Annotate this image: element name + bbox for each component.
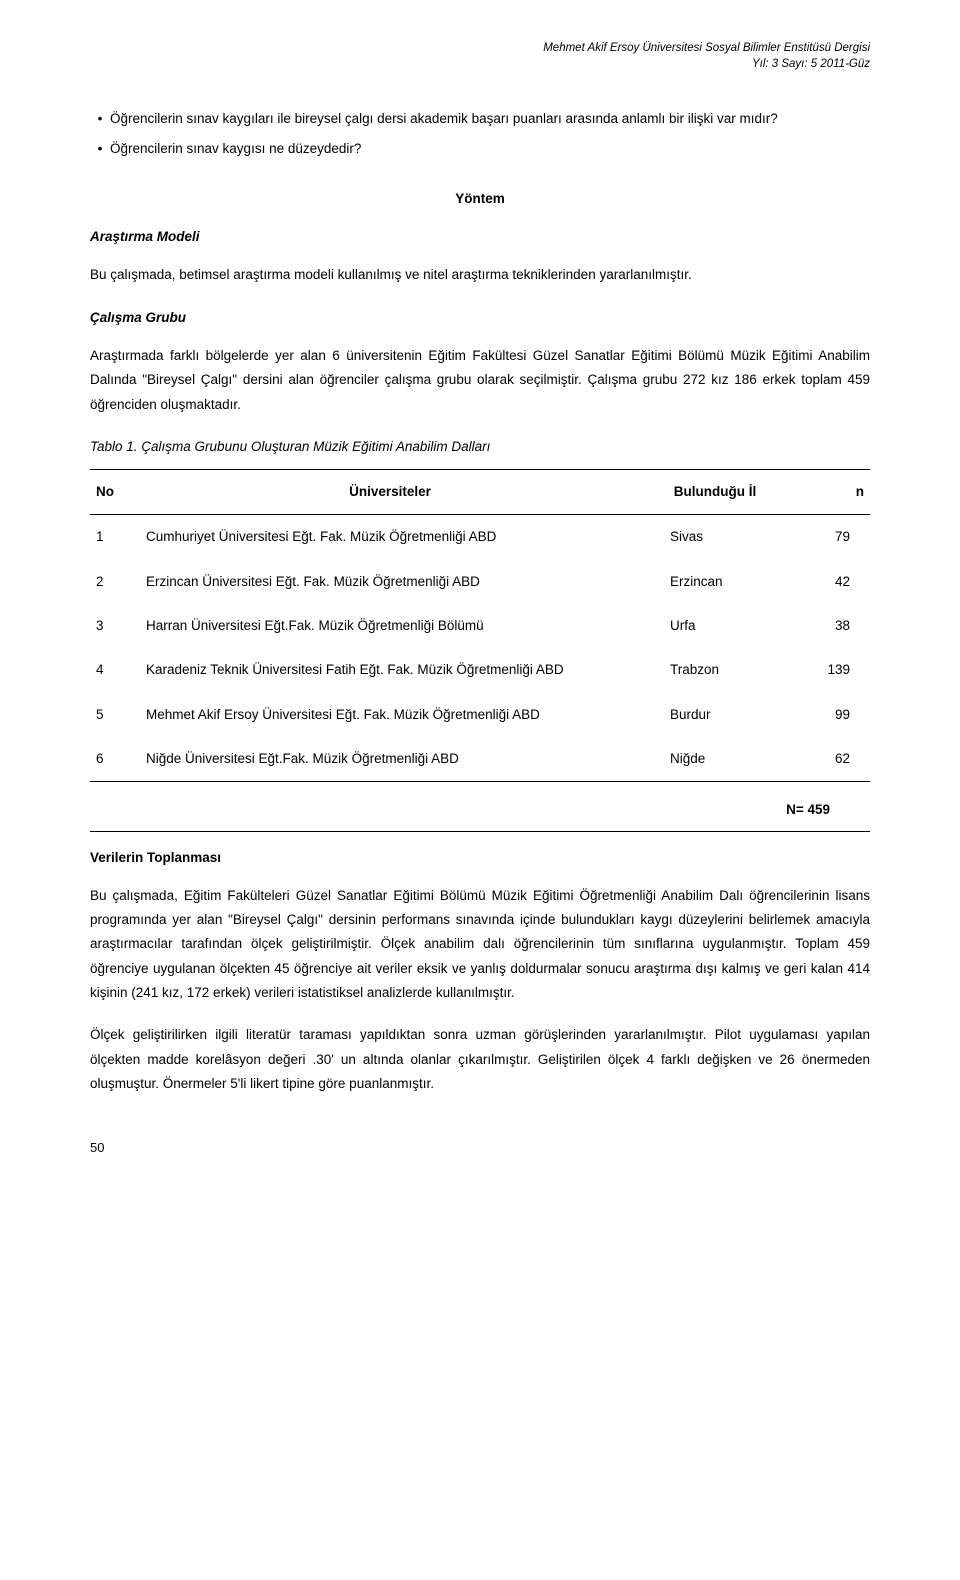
col-header-bulundugu-il: Bulunduğu İl [640,470,790,515]
list-item: • Öğrencilerin sınav kaygıları ile birey… [90,107,870,131]
cell-il: Erzincan [640,560,790,604]
cell-uni: Karadeniz Teknik Üniversitesi Fatih Eğt.… [140,648,640,692]
col-header-no: No [90,470,140,515]
table-row: 1 Cumhuriyet Üniversitesi Eğt. Fak. Müzi… [90,515,870,560]
cell-no: 3 [90,604,140,648]
page-number: 50 [90,1136,870,1159]
cell-uni: Harran Üniversitesi Eğt.Fak. Müzik Öğret… [140,604,640,648]
cell-il: Sivas [640,515,790,560]
cell-il: Trabzon [640,648,790,692]
table1-caption: Tablo 1. Çalışma Grubunu Oluşturan Müzik… [90,435,870,459]
cell-no: 6 [90,737,140,782]
table-row: 5 Mehmet Akif Ersoy Üniversitesi Eğt. Fa… [90,693,870,737]
cell-n: 79 [790,515,870,560]
research-questions-list: • Öğrencilerin sınav kaygıları ile birey… [90,107,870,162]
bullet-icon: • [90,137,110,161]
table-row: 6 Niğde Üniversitesi Eğt.Fak. Müzik Öğre… [90,737,870,782]
cell-uni: Niğde Üniversitesi Eğt.Fak. Müzik Öğretm… [140,737,640,782]
cell-uni: Erzincan Üniversitesi Eğt. Fak. Müzik Öğ… [140,560,640,604]
col-header-n: n [790,470,870,515]
heading-arastirma-modeli: Araştırma Modeli [90,225,870,249]
heading-verilerin-toplanmasi: Verilerin Toplanması [90,846,870,870]
bullet-text: Öğrencilerin sınav kaygıları ile bireyse… [110,107,870,131]
paragraph-calisma-grubu: Araştırmada farklı bölgelerde yer alan 6… [90,344,870,417]
cell-no: 1 [90,515,140,560]
bullet-text: Öğrencilerin sınav kaygısı ne düzeydedir… [110,137,870,161]
list-item: • Öğrencilerin sınav kaygısı ne düzeyded… [90,137,870,161]
cell-n: 38 [790,604,870,648]
journal-issue: Yıl: 3 Sayı: 5 2011-Güz [90,56,870,72]
table-row: 3 Harran Üniversitesi Eğt.Fak. Müzik Öğr… [90,604,870,648]
cell-n: 139 [790,648,870,692]
paragraph-arastirma-modeli: Bu çalışmada, betimsel araştırma modeli … [90,263,870,287]
cell-il: Burdur [640,693,790,737]
cell-il: Urfa [640,604,790,648]
table-row: 2 Erzincan Üniversitesi Eğt. Fak. Müzik … [90,560,870,604]
cell-uni: Mehmet Akif Ersoy Üniversitesi Eğt. Fak.… [140,693,640,737]
heading-calisma-grubu: Çalışma Grubu [90,306,870,330]
cell-n: 99 [790,693,870,737]
col-header-universiteler: Üniversiteler [140,470,640,515]
paragraph-verilerin-2: Ölçek geliştirilirken ilgili literatür t… [90,1023,870,1096]
bullet-icon: • [90,107,110,131]
cell-n: 62 [790,737,870,782]
cell-uni: Cumhuriyet Üniversitesi Eğt. Fak. Müzik … [140,515,640,560]
cell-no: 5 [90,693,140,737]
journal-title: Mehmet Akif Ersoy Üniversitesi Sosyal Bi… [90,40,870,56]
cell-il: Niğde [640,737,790,782]
table1-total: N= 459 [90,790,870,831]
cell-no: 2 [90,560,140,604]
paragraph-verilerin-1: Bu çalışmada, Eğitim Fakülteleri Güzel S… [90,884,870,1005]
table1: No Üniversiteler Bulunduğu İl n 1 Cumhur… [90,469,870,782]
heading-yontem: Yöntem [90,187,870,211]
table-header-row: No Üniversiteler Bulunduğu İl n [90,470,870,515]
cell-n: 42 [790,560,870,604]
table-row: 4 Karadeniz Teknik Üniversitesi Fatih Eğ… [90,648,870,692]
cell-no: 4 [90,648,140,692]
